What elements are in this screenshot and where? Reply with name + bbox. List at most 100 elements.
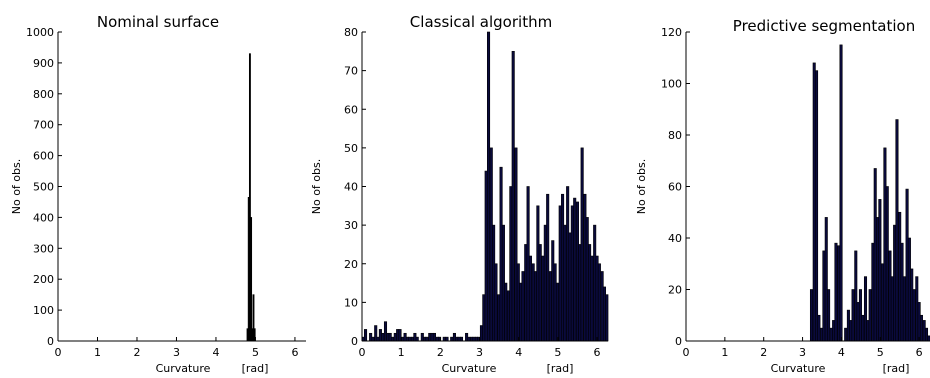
bar — [580, 147, 584, 342]
bar — [511, 51, 515, 342]
bar — [834, 242, 838, 342]
y-tick-label: 1000 — [26, 26, 54, 39]
x-tick-label: 3 — [476, 346, 483, 359]
y-tick-label: 80 — [668, 129, 682, 142]
bar — [919, 314, 923, 342]
x-tick-label: 4 — [515, 346, 522, 359]
y-tick-label: 20 — [668, 284, 682, 297]
y-tick-label: 70 — [344, 65, 358, 78]
bar — [868, 289, 872, 342]
bar — [391, 336, 395, 342]
y-tick-label: 60 — [668, 181, 682, 194]
bar — [555, 282, 559, 342]
x-tick-label: 0 — [55, 346, 62, 359]
x-axis-unit: [rad] — [547, 362, 574, 375]
y-tick-label: 50 — [344, 142, 358, 155]
x-tick-label: 4 — [212, 346, 219, 359]
bar — [851, 289, 855, 342]
bar — [815, 70, 819, 342]
x-tick-label: 6 — [291, 346, 298, 359]
y-tick-label: 60 — [344, 103, 358, 116]
bar — [546, 193, 550, 342]
bar — [425, 336, 429, 342]
y-axis-label: No of obs. — [10, 159, 23, 215]
bar — [442, 336, 446, 342]
y-tick-label: 800 — [33, 88, 54, 101]
bar — [861, 314, 865, 342]
bar — [432, 332, 436, 342]
bar — [844, 327, 848, 342]
chart-panel-2: 0 10 20 30 40 50 60 70 80 0 1 2 3 4 5 6 Classical algori… — [310, 13, 609, 375]
y-tick-label: 0 — [351, 335, 358, 348]
x-tick-label: 2 — [133, 346, 140, 359]
x-tick-label: 3 — [799, 346, 806, 359]
x-tick-label: 0 — [359, 346, 366, 359]
x-axis-label: Curvature — [442, 362, 497, 375]
y-tick-label: 0 — [675, 335, 682, 348]
y-tick-label: 20 — [344, 258, 358, 271]
bar — [450, 336, 454, 342]
bar — [408, 336, 412, 342]
y-tick-label: 0 — [47, 335, 54, 348]
y-tick-label: 100 — [661, 78, 682, 91]
x-tick-label: 2 — [760, 346, 767, 359]
bar — [467, 336, 471, 342]
x-tick-label: 4 — [838, 346, 845, 359]
bar — [563, 224, 567, 342]
y-tick-label: 700 — [33, 119, 54, 132]
bar — [605, 294, 609, 342]
bar — [445, 336, 449, 342]
bar — [363, 329, 368, 342]
y-tick-label: 40 — [344, 181, 358, 194]
bar — [538, 244, 542, 342]
bar — [597, 263, 601, 342]
x-axis-unit: [rad] — [242, 362, 269, 375]
chart-panel-1: 0 100 200 300 400 500 600 700 800 900 1000 0 1 2 3 4 5 6 N… — [10, 13, 306, 375]
bar — [839, 44, 843, 342]
bar — [521, 271, 525, 342]
y-tick-label: 600 — [33, 150, 54, 163]
bar — [885, 186, 889, 342]
x-tick-label: 1 — [398, 346, 405, 359]
bar — [809, 289, 814, 342]
x-axis-label: Curvature — [771, 362, 826, 375]
y-axis-label: No of obs. — [635, 159, 648, 215]
x-tick-label: 5 — [877, 346, 884, 359]
chart-title: Classical algorithm — [410, 13, 552, 31]
x-tick-label: 1 — [94, 346, 101, 359]
bar — [459, 336, 464, 342]
bar — [504, 282, 508, 342]
x-tick-label: 3 — [173, 346, 180, 359]
bar — [250, 217, 253, 342]
bar — [573, 197, 577, 342]
y-tick-label: 400 — [33, 211, 54, 224]
y-axis-label: No of obs. — [310, 159, 323, 215]
bar — [878, 199, 882, 342]
y-tick-label: 100 — [33, 304, 54, 317]
bar — [912, 289, 916, 342]
bar — [590, 255, 594, 342]
bar — [415, 336, 419, 342]
y-tick-label: 120 — [661, 26, 682, 39]
y-tick-label: 500 — [33, 181, 54, 194]
bar — [827, 289, 831, 342]
x-tick-label: 1 — [721, 346, 728, 359]
chart-title: Predictive segmentation — [733, 17, 915, 35]
y-tick-label: 10 — [344, 296, 358, 309]
x-tick-label: 0 — [683, 346, 690, 359]
chart-panel-3: 0 20 40 60 80 100 120 0 1 2 3 4 5 6 Predictive segment… — [635, 17, 930, 375]
x-axis-unit: [rad] — [883, 362, 910, 375]
bar — [371, 336, 375, 342]
y-tick-label: 40 — [668, 232, 682, 245]
y-tick-label: 900 — [33, 57, 54, 70]
bar — [817, 314, 821, 342]
x-tick-label: 6 — [916, 346, 923, 359]
x-tick-label: 2 — [437, 346, 444, 359]
y-tick-label: 300 — [33, 242, 54, 255]
y-tick-label: 80 — [344, 26, 358, 39]
bar — [895, 119, 899, 342]
chart-title: Nominal surface — [97, 13, 219, 31]
x-tick-label: 6 — [594, 346, 601, 359]
bar — [528, 255, 532, 342]
